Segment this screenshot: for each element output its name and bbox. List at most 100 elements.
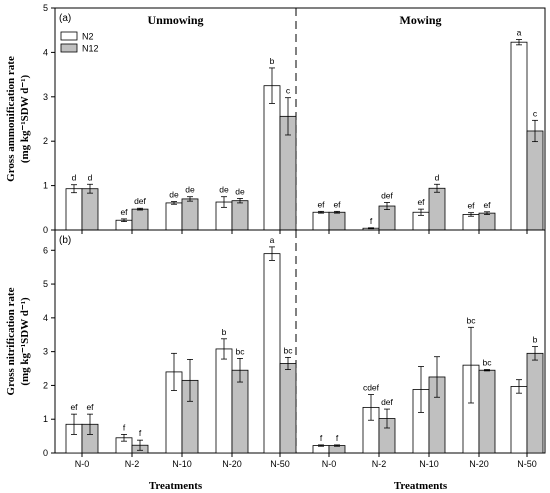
significance-letter: b	[270, 56, 275, 66]
legend-label-n12: N12	[82, 44, 99, 54]
significance-letter: ef	[120, 207, 128, 217]
y-tick-label: 0	[43, 448, 48, 458]
significance-letter: d	[72, 173, 77, 183]
y-tick-label: 4	[43, 47, 48, 57]
significance-letter: ef	[467, 201, 475, 211]
bar-n12	[478, 212, 496, 231]
bar-n12	[428, 187, 446, 231]
group-title: Unmowing	[147, 13, 203, 27]
y-tick-label: 3	[43, 92, 48, 102]
significance-letter: f	[139, 428, 142, 438]
bar-n12	[231, 369, 249, 454]
y-tick-label: 3	[43, 347, 48, 357]
significance-letter: ef	[86, 402, 94, 412]
bar-n12	[181, 198, 199, 231]
y-axis-label: Gross nitrification rate (mg kg⁻¹SDW d⁻¹)	[5, 287, 31, 395]
significance-letter: bc	[467, 315, 477, 325]
significance-letter: b	[533, 335, 538, 345]
y-tick-label: 6	[43, 245, 48, 255]
x-tick-label: N-50	[517, 459, 537, 469]
significance-letter: b	[222, 327, 227, 337]
bar-n2	[462, 214, 480, 231]
bar-n12	[328, 445, 346, 454]
legend-swatch-n2	[60, 31, 78, 41]
significance-letter: de	[169, 190, 179, 200]
x-tick-label: N-20	[469, 459, 489, 469]
significance-letter: def	[381, 397, 393, 407]
significance-letter: d	[435, 172, 440, 182]
significance-letter: f	[320, 433, 323, 443]
bar-n2	[263, 85, 281, 231]
significance-letter: bc	[236, 346, 246, 356]
panel-label: (a)	[59, 13, 71, 24]
y-tick-label: 2	[43, 136, 48, 146]
x-tick-label: N-0	[322, 459, 337, 469]
y-axis-label-line1: Gross ammonification rate	[5, 56, 17, 182]
y-axis-label-line1: Gross nitrification rate	[5, 287, 17, 395]
bar-n12	[131, 208, 149, 231]
bar-n2	[312, 445, 330, 454]
significance-letter: ef	[483, 200, 491, 210]
bar-n12	[526, 130, 544, 231]
significance-letter: c	[286, 86, 291, 96]
plot-frame	[54, 7, 546, 231]
significance-letter: de	[185, 185, 195, 195]
significance-letter: f	[370, 216, 373, 226]
significance-letter: de	[219, 185, 229, 195]
bar-n2	[312, 211, 330, 231]
y-axis-label-line2: (mg kg⁻¹SDW d⁻¹)	[19, 297, 31, 386]
x-tick-label: N-2	[125, 459, 140, 469]
panel-b: 0 1 2 3 4 5 6 (b) Gross nitrification rate (mg kg…	[5, 229, 546, 492]
x-axis-label: Treatments	[394, 480, 448, 492]
x-tick-label: N-20	[222, 459, 242, 469]
bar-n12	[478, 369, 496, 454]
significance-letter: a	[517, 28, 522, 38]
significance-letter: ef	[417, 197, 425, 207]
y-tick-label: 2	[43, 380, 48, 390]
plot-frame	[54, 229, 546, 454]
bar-n2	[65, 188, 83, 231]
x-tick-label: N-10	[172, 459, 192, 469]
significance-letter: ef	[317, 199, 325, 209]
bar-n12	[81, 188, 99, 231]
significance-letter: bc	[284, 345, 294, 355]
y-tick-label: 1	[43, 181, 48, 191]
bar-n12	[526, 352, 544, 454]
panel-a: 0 1 2 3 4 5 (a) Gross ammonification rate (mg kg…	[5, 3, 546, 235]
bar-n12	[231, 200, 249, 231]
y-tick-label: 1	[43, 414, 48, 424]
significance-letter: c	[533, 108, 538, 118]
bar-n12	[328, 211, 346, 231]
panel-label: (b)	[59, 235, 71, 246]
significance-letter: f	[336, 433, 339, 443]
significance-letter: de	[235, 186, 245, 196]
significance-letter: ef	[333, 199, 341, 209]
x-tick-label: N-10	[419, 459, 439, 469]
x-axis-label: Treatments	[149, 480, 203, 492]
significance-letter: d	[88, 172, 93, 182]
y-tick-label: 5	[43, 3, 48, 13]
significance-letter: def	[381, 190, 393, 200]
y-axis-label-line2: (mg kg⁻¹SDW d⁻¹)	[19, 75, 31, 164]
bar-n2	[215, 348, 233, 454]
x-tick-label: N-0	[75, 459, 90, 469]
significance-letter: ef	[70, 402, 78, 412]
bar-n2	[165, 202, 183, 231]
significance-letter: cdef	[363, 383, 380, 393]
y-axis-label: Gross ammonification rate (mg kg⁻¹SDW d⁻¹…	[5, 56, 31, 182]
y-tick-label: 0	[43, 225, 48, 235]
bar-n12	[279, 363, 297, 454]
y-tick-label: 5	[43, 279, 48, 289]
x-tick-label: N-2	[372, 459, 387, 469]
significance-letter: f	[123, 422, 126, 432]
bar-n2	[263, 253, 281, 454]
x-tick-label: N-50	[270, 459, 290, 469]
group-title: Mowing	[400, 13, 442, 27]
legend-label-n2: N2	[82, 32, 94, 42]
y-tick-label: 4	[43, 313, 48, 323]
significance-letter: bc	[483, 358, 493, 368]
significance-letter: def	[134, 196, 146, 206]
bar-n2	[510, 41, 528, 231]
